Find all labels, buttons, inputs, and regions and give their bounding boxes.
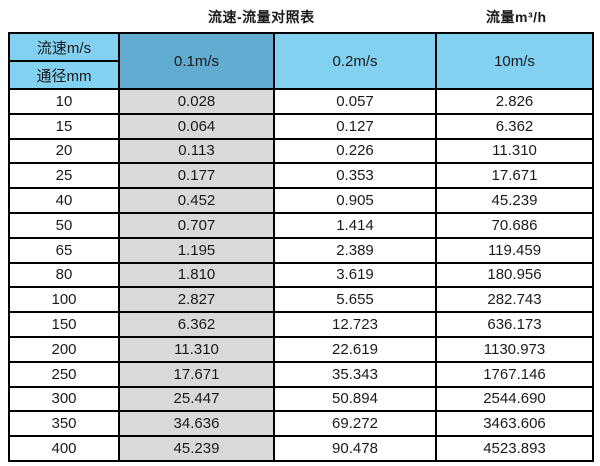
flow-value-cell: 2.389: [273, 236, 437, 264]
table-header: 流速m/s 0.1m/s 0.2m/s 10m/s 通径mm: [8, 32, 594, 90]
flow-value-cell: 2.827: [118, 286, 275, 314]
flow-value-cell: 3.619: [273, 261, 437, 289]
flow-value-cell: 636.173: [435, 311, 594, 338]
flow-value-cell: 0.226: [273, 137, 437, 165]
column-header-0-2ms: 0.2m/s: [273, 32, 437, 90]
flow-value-cell: 45.239: [118, 435, 275, 462]
table-row: 80 1.810 3.619 180.956: [8, 261, 594, 289]
flow-value-cell: 0.707: [118, 211, 275, 239]
table-row: 150 6.362 12.723 636.173: [8, 311, 594, 338]
table-row: 65 1.195 2.389 119.459: [8, 236, 594, 264]
flow-value-cell: 1.414: [273, 211, 437, 239]
flow-value-cell: 69.272: [273, 410, 437, 438]
flow-value-cell: 34.636: [118, 410, 275, 438]
diameter-cell: 150: [8, 311, 120, 338]
flow-value-cell: 90.478: [273, 435, 437, 462]
flow-value-cell: 5.655: [273, 286, 437, 314]
flow-value-cell: 6.362: [435, 112, 594, 140]
flow-value-cell: 70.686: [435, 211, 594, 239]
table-body: 10 0.028 0.057 2.826 15 0.064 0.127 6.362 20 0.11…: [8, 88, 594, 462]
diameter-cell: 65: [8, 236, 120, 264]
flow-rate-table: 流速m/s 0.1m/s 0.2m/s 10m/s 通径mm 10 0.028 0.…: [8, 32, 594, 462]
flow-value-cell: 1767.146: [435, 360, 594, 388]
diameter-cell: 300: [8, 385, 120, 413]
flow-value-cell: 45.239: [435, 187, 594, 214]
page-title: 流速-流量对照表: [208, 9, 315, 25]
flow-value-cell: 50.894: [273, 385, 437, 413]
flow-value-cell: 4523.893: [435, 435, 594, 462]
flow-value-cell: 3463.606: [435, 410, 594, 438]
table-row: 40 0.452 0.905 45.239: [8, 187, 594, 214]
flow-value-cell: 1.195: [118, 236, 275, 264]
diameter-cell: 40: [8, 187, 120, 214]
flow-value-cell: 1130.973: [435, 335, 594, 363]
corner-velocity-header: 流速m/s: [8, 32, 120, 62]
flow-value-cell: 0.127: [273, 112, 437, 140]
flow-value-cell: 22.619: [273, 335, 437, 363]
flow-value-cell: 0.177: [118, 162, 275, 190]
flow-value-cell: 11.310: [435, 137, 594, 165]
table-row: 10 0.028 0.057 2.826: [8, 88, 594, 115]
diameter-cell: 350: [8, 410, 120, 438]
flow-value-cell: 1.810: [118, 261, 275, 289]
flow-value-cell: 0.057: [273, 88, 437, 115]
flow-unit-label: 流量m³/h: [486, 9, 547, 25]
diameter-cell: 200: [8, 335, 120, 363]
diameter-cell: 250: [8, 360, 120, 388]
flow-value-cell: 2.826: [435, 88, 594, 115]
flow-value-cell: 0.905: [273, 187, 437, 214]
flow-value-cell: 0.113: [118, 137, 275, 165]
table-row: 25 0.177 0.353 17.671: [8, 162, 594, 190]
flow-value-cell: 0.452: [118, 187, 275, 214]
diameter-cell: 400: [8, 435, 120, 462]
diameter-cell: 100: [8, 286, 120, 314]
table-row: 350 34.636 69.272 3463.606: [8, 410, 594, 438]
diameter-cell: 50: [8, 211, 120, 239]
flow-value-cell: 25.447: [118, 385, 275, 413]
flow-value-cell: 11.310: [118, 335, 275, 363]
header-row-top: 流速m/s 0.1m/s 0.2m/s 10m/s: [8, 32, 594, 90]
flow-value-cell: 282.743: [435, 286, 594, 314]
flow-value-cell: 0.064: [118, 112, 275, 140]
diameter-cell: 15: [8, 112, 120, 140]
flow-value-cell: 17.671: [118, 360, 275, 388]
flow-value-cell: 180.956: [435, 261, 594, 289]
diameter-cell: 20: [8, 137, 120, 165]
flow-value-cell: 35.343: [273, 360, 437, 388]
diameter-cell: 80: [8, 261, 120, 289]
flow-value-cell: 0.028: [118, 88, 275, 115]
flow-value-cell: 2544.690: [435, 385, 594, 413]
column-header-0-1ms: 0.1m/s: [118, 32, 275, 90]
flow-value-cell: 119.459: [435, 236, 594, 264]
table-row: 15 0.064 0.127 6.362: [8, 112, 594, 140]
flow-value-cell: 0.353: [273, 162, 437, 190]
flow-value-cell: 12.723: [273, 311, 437, 338]
table-row: 300 25.447 50.894 2544.690: [8, 385, 594, 413]
flow-value-cell: 6.362: [118, 311, 275, 338]
flow-value-cell: 17.671: [435, 162, 594, 190]
column-header-10ms: 10m/s: [435, 32, 594, 90]
header-row-bottom: 通径mm: [8, 60, 593, 90]
diameter-cell: 25: [8, 162, 120, 190]
table-row: 200 11.310 22.619 1130.973: [8, 335, 594, 363]
table-row: 400 45.239 90.478 4523.893: [8, 435, 594, 462]
title-bar: 流速-流量对照表 流量m³/h: [0, 0, 600, 32]
corner-diameter-header: 通径mm: [8, 60, 120, 90]
diameter-cell: 10: [8, 88, 120, 115]
table-row: 50 0.707 1.414 70.686: [8, 211, 594, 239]
table-row: 100 2.827 5.655 282.743: [8, 286, 594, 314]
table-row: 250 17.671 35.343 1767.146: [8, 360, 594, 388]
table-row: 20 0.113 0.226 11.310: [8, 137, 594, 165]
